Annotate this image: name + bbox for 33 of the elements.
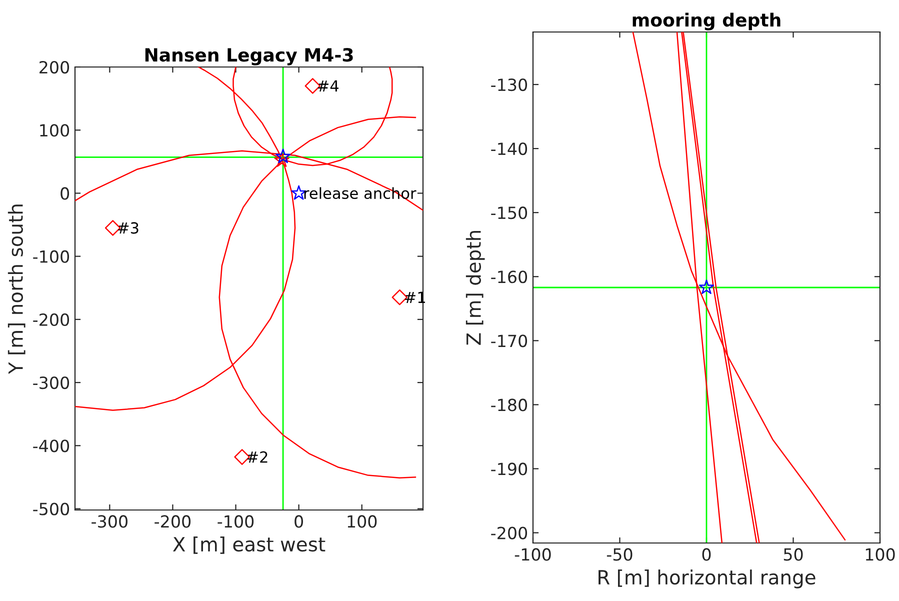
y-tick-label: -200 — [491, 526, 528, 540]
y-axis-title: Y [m] north south — [8, 204, 26, 374]
y-tick-label: -500 — [33, 502, 70, 516]
y-tick-label: -400 — [33, 440, 70, 452]
y-tick-label: -200 — [33, 313, 70, 326]
y-tick-label: -170 — [491, 334, 528, 348]
x-tick-label: 0 — [702, 548, 711, 561]
y-tick-label: -130 — [491, 78, 528, 92]
y-tick-label: -160 — [491, 270, 528, 284]
chart-title: Nansen Legacy M4-3 — [145, 48, 353, 66]
y-tick-label: -100 — [33, 250, 70, 263]
x-tick-label: -200 — [154, 515, 191, 528]
x-tick-label: -50 — [606, 548, 632, 561]
annotation: #3 — [118, 222, 138, 234]
y-tick-label: 100 — [40, 124, 70, 137]
y-tick-label: -190 — [491, 462, 528, 476]
x-tick-label: 100 — [348, 515, 377, 528]
y-tick-label: 200 — [40, 60, 70, 74]
x-axis-title: R [m] horizontal range — [598, 570, 816, 588]
x-tick-label: 100 — [866, 548, 895, 561]
x-tick-label: 50 — [784, 548, 803, 561]
x-tick-label: -100 — [514, 548, 551, 561]
y-tick-label: -300 — [33, 376, 70, 390]
y-tick-label: -150 — [491, 206, 528, 220]
y-tick-label: -140 — [491, 142, 528, 156]
y-tick-label: 0 — [60, 187, 70, 200]
x-tick-label: -300 — [92, 515, 128, 528]
y-tick-label: -180 — [491, 398, 528, 412]
x-tick-label: 0 — [294, 515, 303, 528]
y-axis-title: Z [m] depth — [466, 230, 485, 345]
x-tick-label: -100 — [218, 515, 254, 528]
x-axis-title: X [m] east west — [172, 536, 326, 554]
chart-title: mooring depth — [632, 12, 780, 30]
